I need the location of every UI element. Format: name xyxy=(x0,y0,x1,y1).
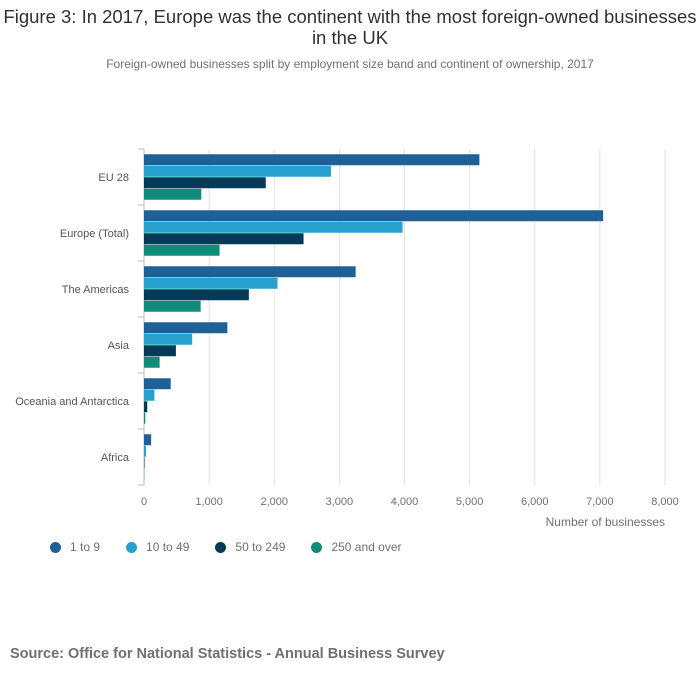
legend-item[interactable]: 50 to 249 xyxy=(215,540,285,554)
legend-swatch xyxy=(126,541,138,553)
bar xyxy=(144,445,146,457)
bar xyxy=(144,277,278,289)
x-tick-label: 0 xyxy=(141,496,147,508)
legend-label: 250 and over xyxy=(331,540,402,554)
bar xyxy=(144,154,480,166)
x-tick-label: 3,000 xyxy=(326,496,354,508)
bar xyxy=(144,356,160,368)
chart-subtitle: Foreign-owned businesses split by employ… xyxy=(106,57,594,71)
category-label: Asia xyxy=(108,340,130,352)
category-label: EU 28 xyxy=(98,172,129,184)
x-tick-label: 8,000 xyxy=(651,496,679,508)
bar xyxy=(144,333,193,345)
legend-label: 1 to 9 xyxy=(70,540,101,554)
bar xyxy=(144,289,249,301)
category-label: Africa xyxy=(101,452,130,464)
legend-swatch xyxy=(50,541,61,553)
bar xyxy=(144,188,202,200)
bar xyxy=(144,389,155,401)
bar xyxy=(144,233,304,245)
category-label: Oceania and Antarctica xyxy=(15,396,130,408)
bar xyxy=(144,210,604,222)
bar xyxy=(144,457,145,469)
legend-swatch xyxy=(215,541,227,553)
chart-title: Figure 3: In 2017, Europe was the contin… xyxy=(3,6,697,48)
x-axis-label: Number of businesses xyxy=(546,515,665,529)
x-tick-label: 7,000 xyxy=(586,496,614,508)
bar xyxy=(144,412,146,424)
bar xyxy=(144,300,201,312)
category-label: The Americas xyxy=(62,284,130,296)
bar xyxy=(144,401,148,413)
bar xyxy=(144,221,403,233)
x-tick-label: 4,000 xyxy=(391,496,419,508)
x-tick-label: 6,000 xyxy=(521,496,549,508)
bar xyxy=(144,177,266,189)
x-tick-label: 1,000 xyxy=(195,496,223,508)
bar xyxy=(144,322,228,334)
category-label: Europe (Total) xyxy=(60,228,129,240)
legend: 1 to 9 10 to 49 50 to 249 250 and over xyxy=(50,540,428,554)
x-tick-label: 5,000 xyxy=(456,496,484,508)
bar xyxy=(144,165,331,177)
legend-label: 50 to 249 xyxy=(235,540,286,554)
bar xyxy=(144,266,356,278)
bar xyxy=(144,378,171,390)
legend-item[interactable]: 10 to 49 xyxy=(126,540,189,554)
bar xyxy=(144,345,176,357)
source-note: Source: Office for National Statistics -… xyxy=(10,646,445,662)
legend-label: 10 to 49 xyxy=(146,540,190,554)
legend-swatch xyxy=(311,541,323,553)
bar xyxy=(144,434,152,446)
bar xyxy=(144,244,220,256)
legend-item[interactable]: 250 and over xyxy=(311,540,402,554)
x-tick-label: 2,000 xyxy=(260,496,288,508)
legend-item[interactable]: 1 to 9 xyxy=(50,540,100,554)
